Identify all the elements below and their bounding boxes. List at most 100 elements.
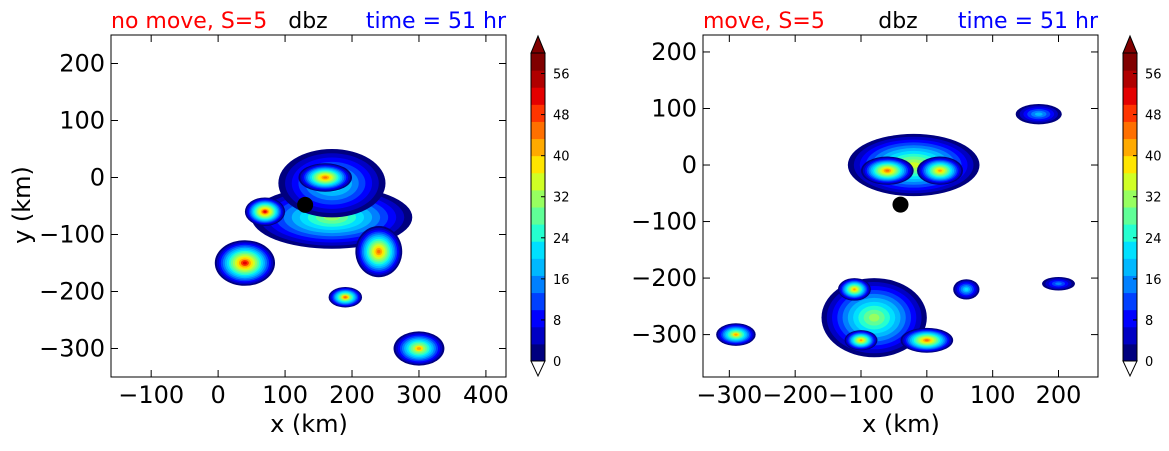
echo-contour-level xyxy=(859,339,863,342)
y-tick-label: 200 xyxy=(59,50,105,78)
panel-1-field xyxy=(214,149,445,366)
colorbar-tick-label: 24 xyxy=(553,232,570,247)
echo-cell xyxy=(1015,103,1062,125)
x-tick-label: 0 xyxy=(210,381,225,409)
colorbar-segment xyxy=(531,189,545,208)
echo-cell xyxy=(1042,276,1075,291)
x-tick-label: −100 xyxy=(828,381,894,409)
x-tick-label: 300 xyxy=(396,381,442,409)
x-tick-label: 400 xyxy=(463,381,509,409)
colorbar-segment xyxy=(531,275,545,294)
colorbar-tick-label: 24 xyxy=(1145,232,1162,247)
echo-cell xyxy=(900,327,954,353)
colorbar-extend-max xyxy=(1122,34,1138,54)
panel-2-field xyxy=(716,103,1075,358)
colorbar-segment xyxy=(1123,189,1137,208)
x-tick-label: −200 xyxy=(762,381,828,409)
colorbar-tick-label: 0 xyxy=(1145,355,1153,370)
y-tick-label: 200 xyxy=(651,38,697,66)
echo-cell xyxy=(716,323,756,346)
echo-contour-level xyxy=(416,347,422,350)
panel-1-xlabel: x (km) xyxy=(270,410,348,438)
y-tick-label: −100 xyxy=(39,221,105,249)
colorbar-segment xyxy=(531,326,545,345)
echo-cell xyxy=(355,225,403,278)
colorbar-segment xyxy=(1123,343,1137,362)
colorbar-segment xyxy=(531,104,545,122)
colorbar-segment xyxy=(531,87,545,105)
colorbar-segment xyxy=(531,121,545,140)
echo-contour-level xyxy=(964,287,969,291)
y-tick-label: −100 xyxy=(631,208,697,236)
y-tick-label: −200 xyxy=(631,264,697,292)
colorbar-tick-label: 56 xyxy=(1145,68,1162,83)
colorbar-segment xyxy=(531,155,545,174)
colorbar-segment xyxy=(531,53,545,71)
x-tick-label: −300 xyxy=(696,381,762,409)
panel-2-colorbar: 0 8 16 24 32 40 48 56 xyxy=(1122,34,1162,378)
panel-1-title-right: time = 51 hr xyxy=(366,9,507,34)
echo-cell xyxy=(837,278,871,301)
panel-2-title-center: dbz xyxy=(878,9,917,34)
panel-1-ticks: −100 0 100 200 300 400 −300 −200 −100 0 100 200 xyxy=(39,35,509,409)
y-tick-label: 0 xyxy=(90,164,105,192)
panel-1-ylabel: y (km) xyxy=(8,166,36,244)
colorbar-segment xyxy=(1123,258,1137,276)
colorbar-tick-label: 40 xyxy=(1145,150,1162,165)
echo-cell xyxy=(953,279,980,300)
colorbar-tick-label: 8 xyxy=(553,314,561,329)
echo-contour-level xyxy=(853,288,856,291)
colorbar-segment xyxy=(1123,87,1137,105)
panel-1-center-marker xyxy=(297,196,314,213)
colorbar-tick-label: 56 xyxy=(553,68,570,83)
x-tick-label: 100 xyxy=(970,381,1016,409)
colorbar-tick-label: 48 xyxy=(553,109,570,124)
colorbar-segment xyxy=(1123,155,1137,174)
colorbar-segment xyxy=(1123,241,1137,259)
colorbar-segment xyxy=(1123,224,1137,242)
colorbar-segment xyxy=(531,309,545,328)
colorbar-segment xyxy=(1123,138,1137,157)
colorbar-tick-label: 32 xyxy=(553,191,570,206)
colorbar-tick-label: 16 xyxy=(553,273,570,288)
colorbar-segment xyxy=(531,343,545,362)
colorbar-segment xyxy=(1123,309,1137,328)
echo-cell xyxy=(916,156,964,185)
y-tick-label: 0 xyxy=(682,151,697,179)
echo-contour-level xyxy=(323,176,328,179)
colorbar-tick-label: 16 xyxy=(1145,273,1162,288)
colorbar-tick-label: 0 xyxy=(553,355,561,370)
echo-contour-level xyxy=(377,249,381,254)
panel-2-plot-area xyxy=(702,34,1099,378)
colorbar-segment xyxy=(531,241,545,259)
colorbar-segment xyxy=(1123,121,1137,140)
echo-contour-level xyxy=(242,261,247,265)
echo-contour-level xyxy=(924,339,929,342)
echo-cell xyxy=(861,156,914,185)
echo-contour-level xyxy=(885,169,890,172)
colorbar-segment xyxy=(531,138,545,157)
colorbar-tick-label: 40 xyxy=(553,150,570,165)
colorbar-segment xyxy=(1123,104,1137,122)
panel-1-title-center: dbz xyxy=(288,9,327,34)
colorbar-segment xyxy=(1123,275,1137,294)
colorbar-segment xyxy=(1123,70,1137,88)
colorbar-segment xyxy=(1123,207,1137,225)
colorbar-tick-label: 32 xyxy=(1145,191,1162,206)
echo-cell xyxy=(298,163,353,192)
y-tick-label: −300 xyxy=(39,335,105,363)
panel-move: move, S=5 dbz time = 51 hr −300 −200 −100 0… xyxy=(631,9,1161,438)
echo-cell xyxy=(214,240,276,286)
panel-1-title-left: no move, S=5 xyxy=(111,9,267,34)
echo-cell xyxy=(328,286,363,308)
colorbar-extend-min xyxy=(1122,360,1138,378)
colorbar-segment xyxy=(1123,172,1137,191)
echo-contour-level xyxy=(263,210,267,213)
colorbar-segment xyxy=(1123,326,1137,345)
colorbar-tick-label: 48 xyxy=(1145,109,1162,124)
echo-contour-level xyxy=(938,169,942,172)
y-tick-label: 100 xyxy=(651,94,697,122)
y-tick-label: −300 xyxy=(631,321,697,349)
